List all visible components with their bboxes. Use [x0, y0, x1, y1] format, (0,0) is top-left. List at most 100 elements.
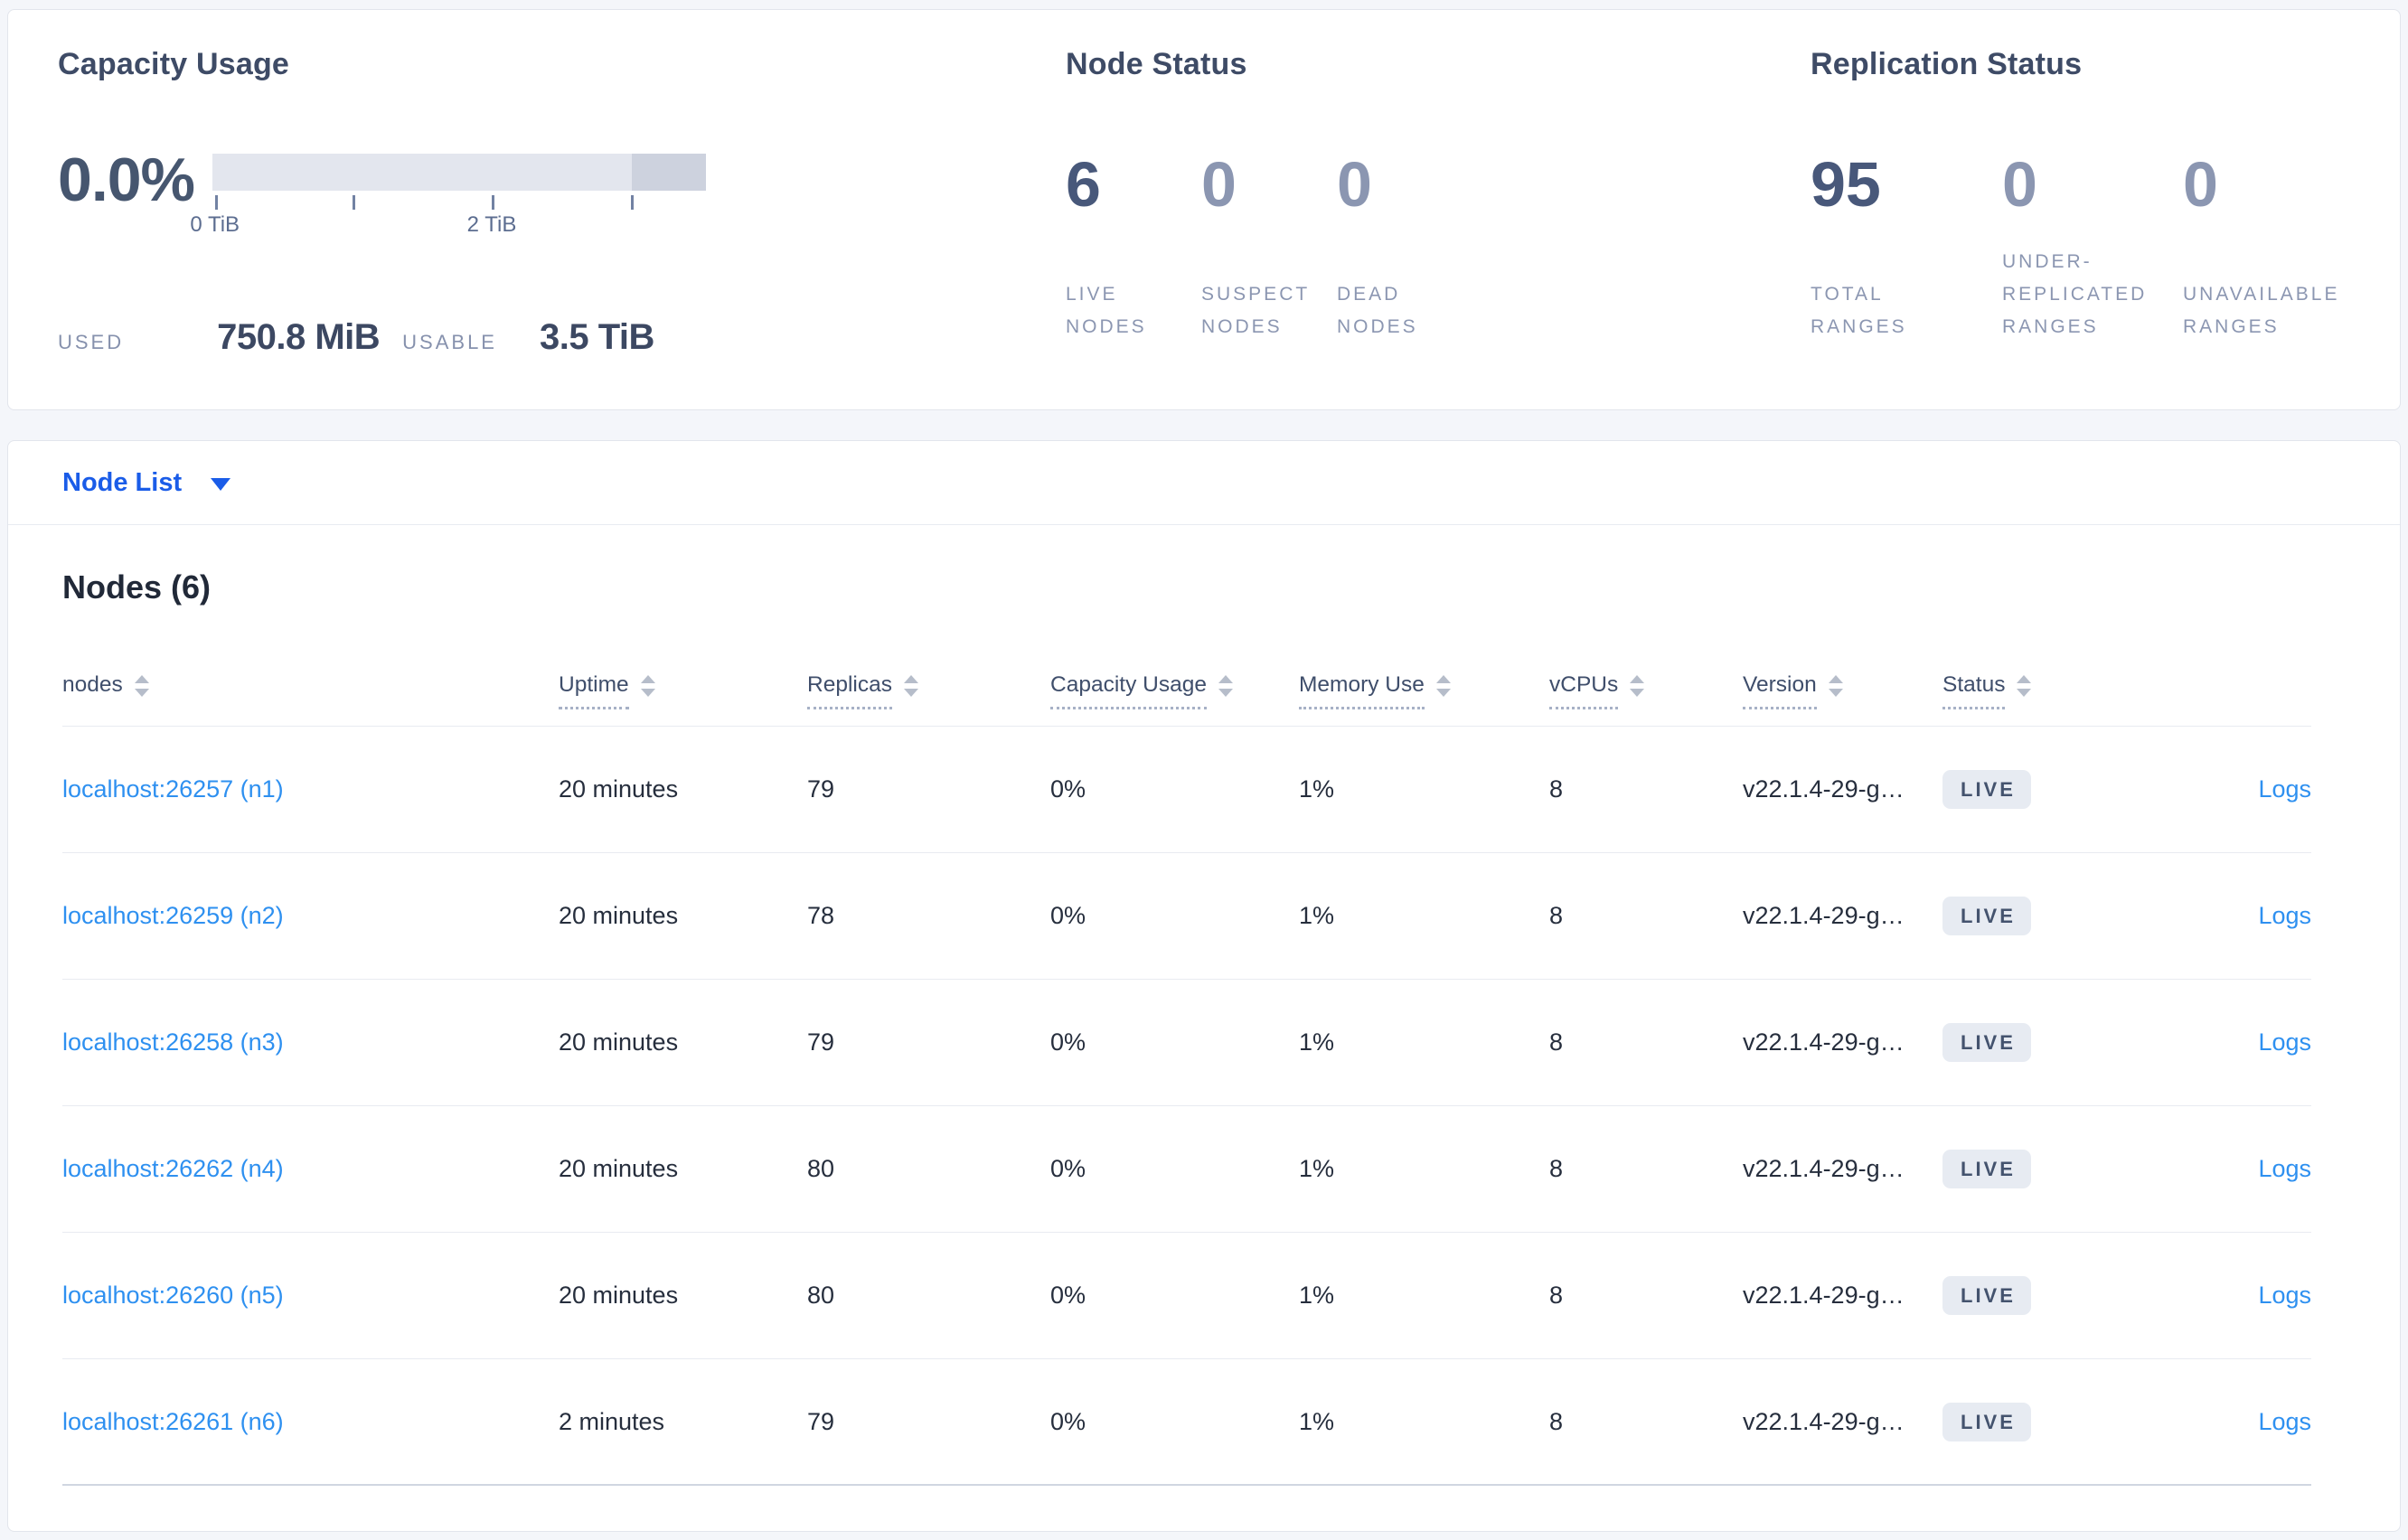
logs-link[interactable]: Logs	[2258, 1155, 2311, 1182]
memory-use-cell: 1%	[1299, 1282, 1335, 1309]
node-link[interactable]: localhost:26261 (n6)	[62, 1407, 284, 1435]
sort-icon	[1630, 675, 1645, 697]
column-header-uptime[interactable]: Uptime	[559, 671, 807, 709]
chevron-down-icon	[211, 478, 231, 491]
usable-value: 3.5 TiB	[539, 317, 654, 357]
status-badge: LIVE	[1942, 1023, 2031, 1062]
uptime-cell: 20 minutes	[559, 902, 679, 929]
replicas-cell: 78	[807, 902, 835, 929]
capacity-axis-labels: 0 TiB 2 TiB	[190, 211, 706, 238]
column-header-memory-use[interactable]: Memory Use	[1299, 671, 1549, 709]
column-header-replicas[interactable]: Replicas	[807, 671, 1050, 709]
capacity-usage-cell: 0%	[1050, 1282, 1086, 1309]
sort-icon	[640, 675, 655, 697]
unavailable-count: 0	[2183, 149, 2218, 220]
version-cell: v22.1.4-29-g…	[1743, 1028, 1905, 1056]
suspect-nodes-stat: 0 SUSPECT NODES	[1201, 152, 1337, 343]
capacity-used-percent: 0.0%	[58, 146, 195, 214]
node-list-dropdown[interactable]: Node List	[62, 467, 231, 498]
capacity-usage-title: Capacity Usage	[58, 47, 290, 81]
table-row: localhost:26258 (n3) 20 minutes 79 0% 1%…	[62, 980, 2311, 1106]
vcpus-cell: 8	[1549, 1407, 1564, 1435]
logs-link[interactable]: Logs	[2258, 1407, 2311, 1435]
axis-tick-label: 2 TiB	[466, 212, 517, 237]
version-cell: v22.1.4-29-g…	[1743, 1282, 1905, 1309]
nodes-table-body: localhost:26257 (n1) 20 minutes 79 0% 1%…	[62, 727, 2311, 1486]
replicas-cell: 79	[807, 775, 835, 803]
vcpus-cell: 8	[1549, 775, 1564, 803]
vcpus-cell: 8	[1549, 1155, 1564, 1182]
logs-link[interactable]: Logs	[2258, 902, 2311, 929]
vcpus-cell: 8	[1549, 902, 1564, 929]
column-header-version[interactable]: Version	[1743, 671, 1942, 709]
usable-label: USABLE	[402, 331, 497, 353]
replicas-cell: 80	[807, 1282, 835, 1309]
node-link[interactable]: localhost:26258 (n3)	[62, 1028, 284, 1056]
status-badge: LIVE	[1942, 1402, 2031, 1441]
under-replicated-label: UNDER-REPLICATED RANGES	[2002, 251, 2148, 337]
sort-icon	[903, 675, 918, 697]
cluster-summary-panel: Capacity Usage 0.0% 0 TiB 2 TiB	[7, 9, 2401, 410]
column-header-nodes[interactable]: nodes	[62, 671, 559, 699]
capacity-bar-usable-segment	[212, 154, 633, 191]
vcpus-cell: 8	[1549, 1282, 1564, 1309]
table-row: localhost:26257 (n1) 20 minutes 79 0% 1%…	[62, 727, 2311, 853]
replicas-cell: 79	[807, 1407, 835, 1435]
axis-tick	[353, 195, 356, 210]
capacity-usage-bar-chart: 0 TiB 2 TiB	[190, 149, 706, 238]
capacity-used-usable-row: USED 750.8 MiB USABLE 3.5 TiB	[58, 317, 706, 358]
uptime-cell: 20 minutes	[559, 1155, 679, 1182]
sort-icon	[1218, 675, 1233, 697]
logs-link[interactable]: Logs	[2258, 1028, 2311, 1056]
memory-use-cell: 1%	[1299, 1028, 1335, 1056]
capacity-usage-cell: 0%	[1050, 1028, 1086, 1056]
total-ranges-label: TOTAL RANGES	[1811, 284, 1907, 337]
node-list-dropdown-label: Node List	[62, 467, 183, 497]
axis-tick	[492, 195, 495, 210]
status-badge: LIVE	[1942, 897, 2031, 935]
capacity-usage-cell: 0%	[1050, 902, 1086, 929]
replication-status-title: Replication Status	[1811, 47, 2083, 81]
column-header-capacity-usage[interactable]: Capacity Usage	[1050, 671, 1299, 709]
unavailable-label: UNAVAILABLE RANGES	[2183, 284, 2340, 337]
column-header-vcpus[interactable]: vCPUs	[1549, 671, 1743, 709]
memory-use-cell: 1%	[1299, 1155, 1335, 1182]
suspect-nodes-count: 0	[1201, 149, 1237, 220]
uptime-cell: 20 minutes	[559, 1282, 679, 1309]
node-status-title: Node Status	[1066, 47, 1247, 81]
node-link[interactable]: localhost:26260 (n5)	[62, 1282, 284, 1309]
sort-icon	[1828, 675, 1843, 697]
memory-use-cell: 1%	[1299, 1407, 1335, 1435]
sort-icon	[134, 675, 149, 697]
capacity-usage-cell: 0%	[1050, 1407, 1086, 1435]
capacity-usage-section: Capacity Usage 0.0% 0 TiB 2 TiB	[58, 44, 706, 409]
used-value: 750.8 MiB	[217, 317, 381, 357]
nodes-table-header: nodes Uptime Replicas Capacity Usage Mem…	[62, 671, 2311, 727]
under-replicated-count: 0	[2002, 149, 2037, 220]
logs-link[interactable]: Logs	[2258, 1282, 2311, 1309]
version-cell: v22.1.4-29-g…	[1743, 902, 1905, 929]
nodes-table: nodes Uptime Replicas Capacity Usage Mem…	[62, 671, 2311, 1486]
node-link[interactable]: localhost:26257 (n1)	[62, 775, 284, 803]
capacity-usage-cell: 0%	[1050, 775, 1086, 803]
dead-nodes-count: 0	[1337, 149, 1372, 220]
live-nodes-stat: 6 LIVE NODES	[1066, 152, 1201, 343]
live-nodes-label: LIVE NODES	[1066, 284, 1147, 337]
sort-icon	[1435, 675, 1451, 697]
capacity-usage-cell: 0%	[1050, 1155, 1086, 1182]
capacity-bar-end-segment	[632, 154, 706, 191]
live-nodes-count: 6	[1066, 149, 1101, 220]
column-header-status[interactable]: Status	[1942, 671, 2170, 709]
table-row: localhost:26260 (n5) 20 minutes 80 0% 1%…	[62, 1233, 2311, 1359]
table-row: localhost:26262 (n4) 20 minutes 80 0% 1%…	[62, 1106, 2311, 1233]
memory-use-cell: 1%	[1299, 775, 1335, 803]
node-link[interactable]: localhost:26259 (n2)	[62, 902, 284, 929]
node-list-header: Node List	[8, 441, 2400, 525]
replicas-cell: 79	[807, 1028, 835, 1056]
logs-link[interactable]: Logs	[2258, 775, 2311, 803]
nodes-heading: Nodes (6)	[62, 568, 212, 606]
node-link[interactable]: localhost:26262 (n4)	[62, 1155, 284, 1182]
uptime-cell: 2 minutes	[559, 1407, 665, 1435]
uptime-cell: 20 minutes	[559, 775, 679, 803]
replicas-cell: 80	[807, 1155, 835, 1182]
